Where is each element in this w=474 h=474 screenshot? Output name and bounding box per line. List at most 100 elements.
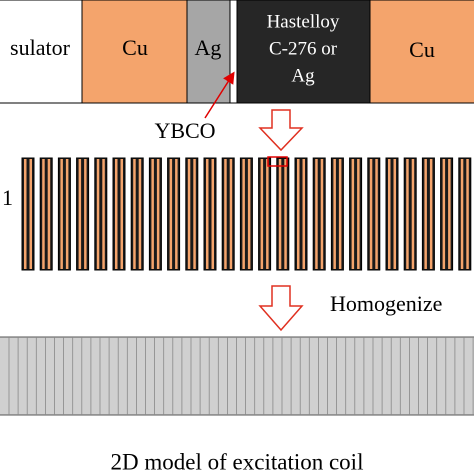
tape-cu: [315, 159, 318, 269]
tape: [203, 157, 217, 271]
tape-cu: [278, 159, 282, 269]
tape-cu: [357, 159, 360, 269]
tape-cu: [448, 159, 451, 269]
down-arrow: [258, 285, 304, 332]
tape-cu: [193, 159, 196, 269]
layer-label: Hastelloy: [267, 11, 340, 32]
tape-cu: [24, 159, 27, 269]
tape: [367, 157, 381, 271]
layer-label: Cu: [122, 35, 148, 60]
tape-cu: [338, 159, 342, 269]
tape-cu: [169, 159, 173, 269]
tape: [294, 157, 308, 271]
tape-cu: [156, 159, 160, 269]
tape: [276, 157, 290, 271]
tape: [112, 157, 126, 271]
caption: 2D model of excitation coil: [111, 449, 364, 474]
tape-cu: [333, 159, 336, 269]
tape-cu: [242, 159, 245, 269]
tape: [167, 157, 181, 271]
layer-label: sulator: [10, 35, 71, 60]
layer-label: Cu: [409, 37, 435, 62]
tape: [57, 157, 71, 271]
tape-cu: [78, 159, 82, 269]
tape-cu: [320, 159, 324, 269]
tape-cu: [466, 159, 469, 269]
tape-cu: [388, 159, 391, 269]
tape-cu: [406, 159, 409, 269]
tape: [312, 157, 326, 271]
tape: [349, 157, 363, 271]
tape-cu: [393, 159, 396, 269]
tape-cu: [260, 159, 264, 269]
ybco-label: YBCO: [154, 118, 215, 143]
tape-cu: [266, 159, 269, 269]
tape-cu: [42, 159, 45, 269]
tape-cu: [411, 159, 415, 269]
ybco-layer: [229, 0, 238, 104]
tape-cu: [187, 159, 191, 269]
tape-cu: [302, 159, 305, 269]
cu-layer: [369, 0, 474, 104]
tape: [258, 157, 272, 271]
tape-cu: [65, 159, 69, 269]
tape: [385, 157, 399, 271]
tape: [458, 157, 472, 271]
tape-cu: [229, 159, 233, 269]
homogenized-divisions: [8, 337, 474, 415]
tape: [130, 157, 144, 271]
tape: [440, 157, 454, 271]
tape-layers: sulator Cu Ag Hastelloy C-276 or Ag Cu: [0, 0, 474, 104]
tape-cu: [424, 159, 427, 269]
tape-cu: [224, 159, 227, 269]
highlight-box: [267, 156, 288, 167]
tape-cu: [460, 159, 464, 269]
layer-label: Ag: [195, 35, 222, 60]
tape-cu: [96, 159, 100, 269]
tape-cu: [369, 159, 373, 269]
tape-cu: [284, 159, 287, 269]
tape: [21, 157, 35, 271]
coil-label: 1: [2, 185, 13, 210]
tape: [239, 157, 253, 271]
coil-tapes: [21, 157, 472, 271]
tape-cu: [442, 159, 446, 269]
tape-cu: [47, 159, 51, 269]
tape-cu: [151, 159, 154, 269]
tape: [148, 157, 162, 271]
tape-cu: [60, 159, 63, 269]
tape: [330, 157, 344, 271]
tape-cu: [138, 159, 142, 269]
tape: [185, 157, 199, 271]
tape-cu: [375, 159, 378, 269]
tape-cu: [175, 159, 178, 269]
layer-label: Ag: [291, 65, 315, 86]
tape-cu: [211, 159, 214, 269]
step-label: Homogenize: [330, 291, 442, 316]
tape-cu: [429, 159, 433, 269]
tape-cu: [120, 159, 123, 269]
tape-cu: [84, 159, 87, 269]
tape: [76, 157, 90, 271]
tape-cu: [351, 159, 355, 269]
tape: [39, 157, 53, 271]
tape: [421, 157, 435, 271]
tape-cu: [29, 159, 32, 269]
cu-layer: [81, 0, 188, 104]
insulator-layer: [0, 0, 83, 104]
tape-cu: [206, 159, 209, 269]
pointer-arrow: [204, 71, 235, 119]
hastelloy-layer: [236, 0, 371, 104]
tape: [94, 157, 108, 271]
tape-cu: [133, 159, 136, 269]
tape-cu: [297, 159, 300, 269]
tape-cu: [102, 159, 105, 269]
tape-cu: [247, 159, 251, 269]
layer-label: C-276 or: [269, 38, 338, 59]
tape: [403, 157, 417, 271]
tape: [221, 157, 235, 271]
tape-cu: [115, 159, 118, 269]
homogenized-block: [0, 336, 474, 416]
down-arrow: [258, 109, 304, 152]
